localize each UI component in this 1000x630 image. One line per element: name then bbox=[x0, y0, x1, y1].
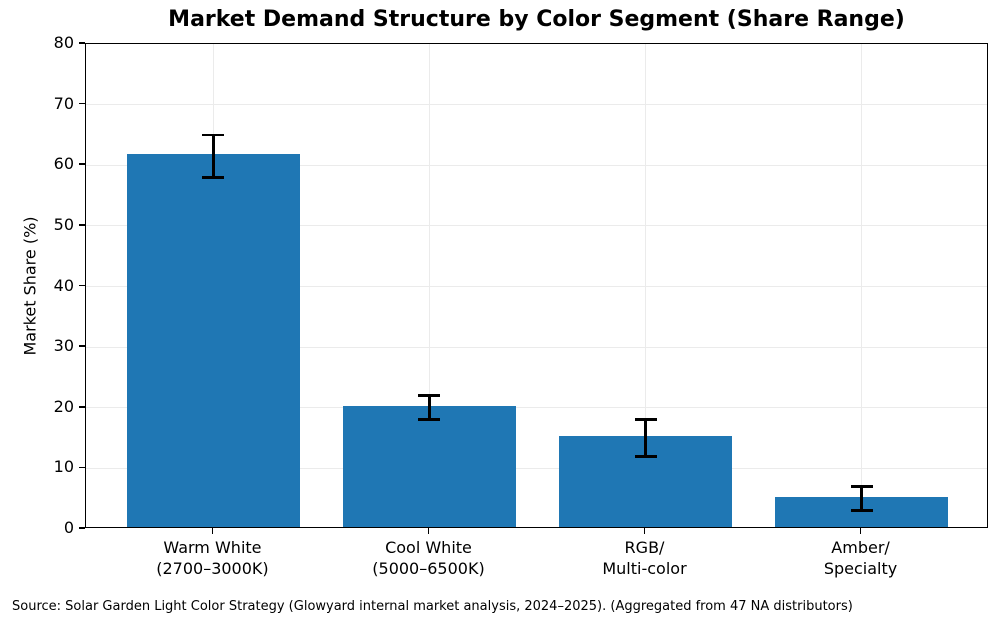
y-tick-label: 20 bbox=[53, 396, 74, 416]
h-gridline bbox=[86, 285, 987, 288]
y-tick-label: 40 bbox=[53, 275, 74, 295]
x-tick-label: RGB/ Multi-color bbox=[602, 538, 687, 578]
x-tick-mark bbox=[859, 528, 862, 534]
error-bar-line bbox=[212, 134, 215, 178]
error-bar-line bbox=[860, 486, 863, 511]
y-tick-mark bbox=[79, 345, 85, 347]
error-bar-cap-top bbox=[418, 394, 441, 398]
y-tick-label: 0 bbox=[63, 518, 74, 537]
y-tick-mark bbox=[79, 466, 85, 469]
y-tick-label: 60 bbox=[53, 154, 74, 174]
y-tick-mark bbox=[79, 527, 85, 529]
x-tick-mark bbox=[211, 528, 214, 534]
error-bar-cap-top bbox=[850, 485, 873, 488]
error-bar-cap-bottom bbox=[850, 509, 873, 513]
x-tick-label: Cool White (5000–6500K) bbox=[372, 538, 485, 578]
y-tick-mark bbox=[79, 284, 85, 287]
h-gridline bbox=[86, 104, 987, 106]
v-gridline bbox=[428, 44, 431, 527]
y-tick-mark bbox=[79, 405, 85, 408]
y-tick-label: 50 bbox=[53, 214, 74, 234]
error-bar-line bbox=[644, 419, 647, 457]
error-bar-line bbox=[428, 395, 431, 420]
h-gridline bbox=[86, 407, 987, 409]
bar bbox=[343, 405, 516, 527]
v-gridline bbox=[860, 44, 863, 527]
y-tick-mark bbox=[79, 42, 85, 44]
source-note: Source: Solar Garden Light Color Strateg… bbox=[12, 599, 853, 614]
error-bar-cap-top bbox=[634, 418, 657, 422]
y-tick-mark bbox=[79, 163, 85, 166]
bar bbox=[127, 154, 300, 527]
plot-area bbox=[85, 43, 988, 528]
error-bar-cap-top bbox=[202, 133, 225, 137]
chart-title: Market Demand Structure by Color Segment… bbox=[168, 7, 905, 32]
y-tick-label: 30 bbox=[53, 336, 74, 356]
error-bar-cap-bottom bbox=[418, 418, 441, 422]
h-gridline bbox=[86, 467, 987, 469]
y-tick-label: 70 bbox=[53, 93, 74, 113]
v-gridline bbox=[644, 44, 647, 527]
y-tick-mark bbox=[79, 224, 85, 226]
h-gridline bbox=[86, 346, 987, 348]
y-tick-mark bbox=[79, 102, 85, 105]
y-tick-label: 10 bbox=[53, 457, 74, 477]
error-bar-cap-bottom bbox=[202, 175, 225, 179]
x-tick-mark bbox=[427, 528, 430, 534]
x-tick-label: Warm White (2700–3000K) bbox=[156, 538, 269, 578]
h-gridline bbox=[86, 225, 987, 227]
x-tick-label: Amber/ Specialty bbox=[823, 538, 898, 578]
x-tick-mark bbox=[643, 528, 646, 534]
y-tick-label: 80 bbox=[53, 33, 74, 52]
error-bar-cap-bottom bbox=[634, 454, 657, 458]
h-gridline bbox=[86, 164, 987, 166]
